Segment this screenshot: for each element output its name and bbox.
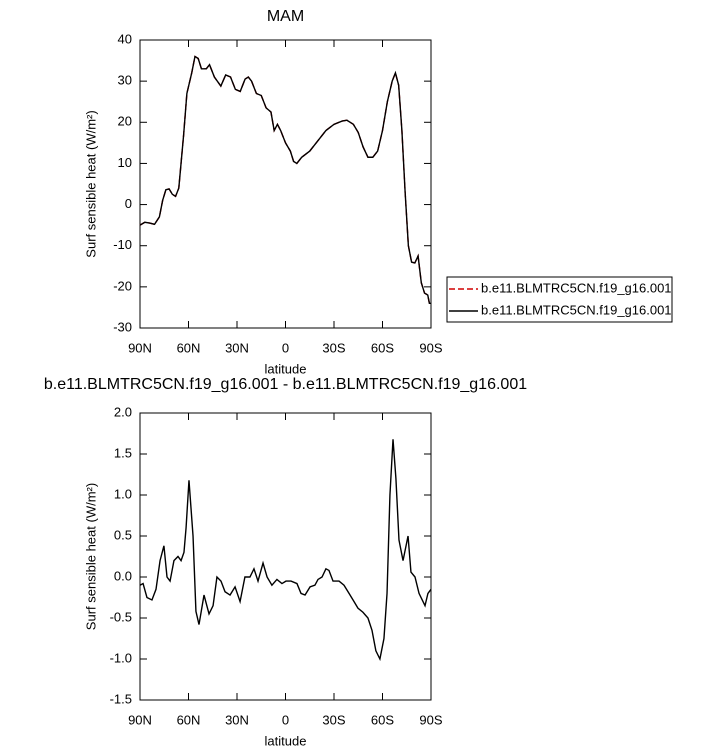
legend-label: b.e11.BLMTRC5CN.f19_g16.001 [481, 302, 672, 317]
y-tick-label: -0.5 [110, 609, 132, 624]
x-tick-label: 60S [371, 340, 394, 355]
plot-frame [139, 412, 432, 701]
y-tick-label: 30 [118, 73, 132, 88]
y-tick-label: 0.0 [114, 568, 132, 583]
y-tick-label: 0.5 [114, 527, 132, 542]
y-tick-label: 20 [118, 114, 132, 129]
x-tick-label: 90N [128, 712, 152, 727]
x-tick-label: 90N [128, 340, 152, 355]
x-tick-label: 30N [225, 340, 249, 355]
x-tick-label: 0 [282, 340, 289, 355]
x-axis-label: latitude [265, 733, 307, 748]
y-tick-label: -10 [113, 237, 132, 252]
x-tick-label: 90S [419, 340, 442, 355]
x-tick-label: 30S [322, 712, 345, 727]
y-tick-label: 10 [118, 155, 132, 170]
legend-box [446, 276, 673, 323]
data-line [139, 55, 431, 305]
y-tick-label: 1.0 [114, 486, 132, 501]
y-tick-label: -30 [113, 319, 132, 334]
x-tick-label: 90S [419, 712, 442, 727]
y-tick-label: -1.5 [110, 691, 132, 706]
x-tick-label: 60N [177, 712, 201, 727]
plot-frame [139, 39, 432, 329]
x-axis-label: latitude [265, 361, 307, 376]
legend-label: b.e11.BLMTRC5CN.f19_g16.001 [481, 280, 672, 295]
y-tick-label: 1.5 [114, 445, 132, 460]
y-axis-label: Surf sensible heat (W/m²) [83, 483, 98, 630]
data-line [139, 439, 432, 662]
chart-title: b.e11.BLMTRC5CN.f19_g16.001 - b.e11.BLMT… [44, 376, 527, 393]
x-tick-label: 60S [371, 712, 394, 727]
y-tick-label: 40 [118, 31, 132, 46]
x-tick-label: 0 [282, 712, 289, 727]
x-tick-label: 30S [322, 340, 345, 355]
y-axis-label: Surf sensible heat (W/m²) [83, 110, 98, 257]
y-tick-label: -1.0 [110, 650, 132, 665]
y-tick-label: 2.0 [114, 404, 132, 419]
data-line [139, 55, 431, 305]
y-tick-label: -20 [113, 278, 132, 293]
y-tick-label: 0 [125, 196, 132, 211]
x-tick-label: 30N [225, 712, 249, 727]
x-tick-label: 60N [177, 340, 201, 355]
chart-title: MAM [267, 8, 304, 25]
